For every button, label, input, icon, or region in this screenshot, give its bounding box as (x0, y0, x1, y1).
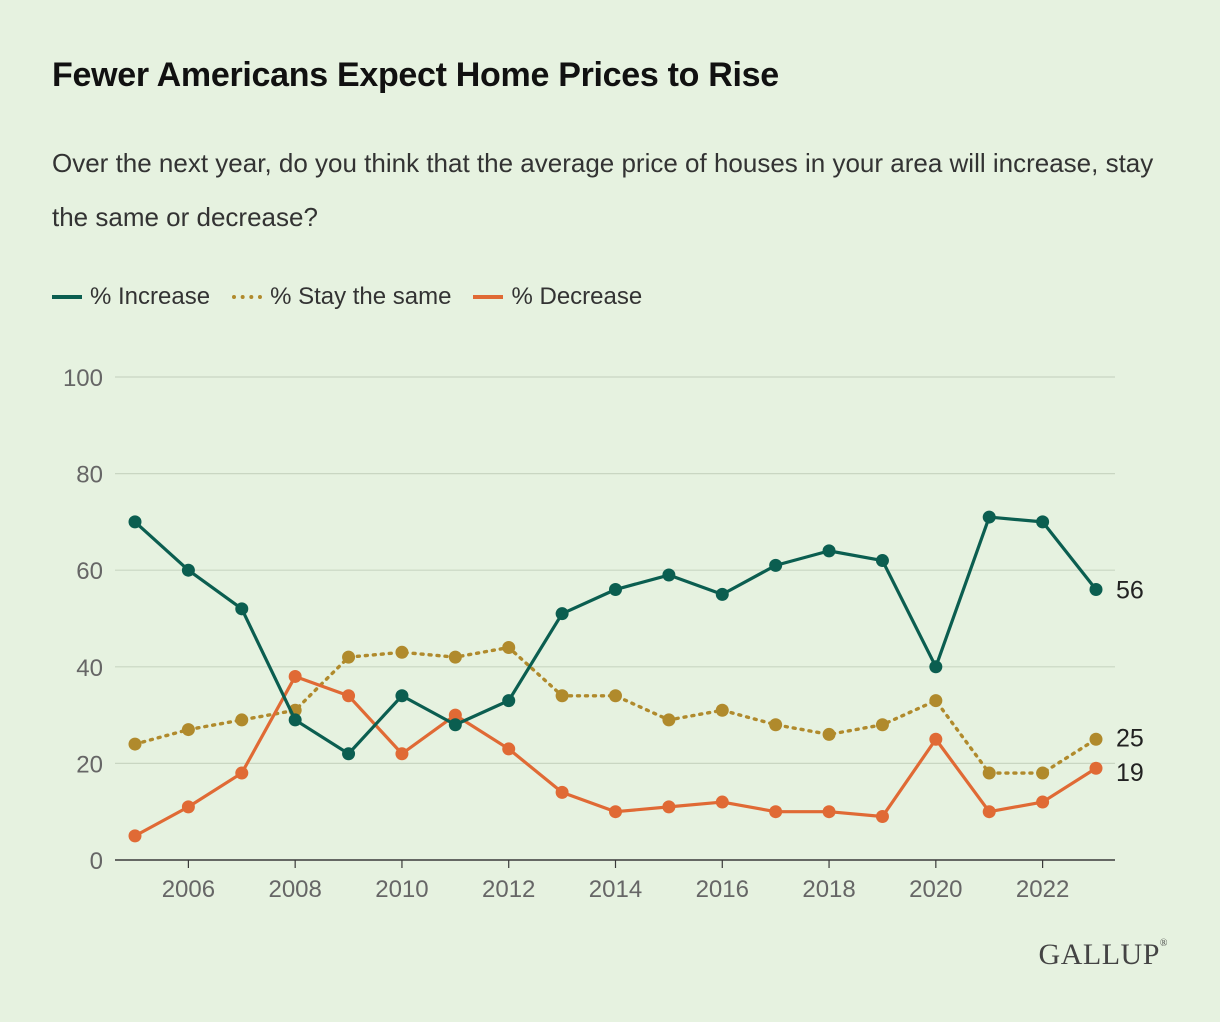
data-point-increase (982, 510, 996, 524)
x-tick-label: 2014 (589, 876, 642, 903)
legend-swatch-decrease (473, 295, 504, 299)
data-point-decrease (342, 689, 356, 703)
y-tick-label: 80 (76, 462, 103, 489)
data-point-stay-same (181, 723, 195, 737)
x-tick-label: 2020 (909, 876, 962, 903)
data-point-increase (929, 660, 943, 674)
data-point-decrease (822, 805, 836, 819)
data-point-increase (875, 554, 889, 568)
chart-title: Fewer Americans Expect Home Prices to Ri… (52, 56, 779, 94)
data-point-stay-same (1036, 766, 1050, 780)
data-point-stay-same (128, 737, 142, 751)
data-point-increase (342, 747, 356, 761)
data-point-decrease (395, 747, 409, 761)
data-point-increase (288, 713, 302, 727)
data-point-decrease (1036, 795, 1050, 809)
legend-swatch-stay-same (232, 295, 263, 299)
y-tick-label: 0 (90, 848, 103, 875)
x-tick-label: 2012 (482, 876, 535, 903)
y-tick-label: 60 (76, 558, 103, 585)
x-tick-label: 2006 (162, 876, 215, 903)
legend-swatch-increase (52, 295, 82, 299)
x-tick-label: 2016 (696, 876, 749, 903)
data-point-decrease (662, 800, 676, 814)
data-point-increase (609, 583, 622, 597)
data-point-stay-same (769, 718, 783, 732)
data-point-decrease (235, 766, 249, 780)
data-point-increase (715, 587, 729, 601)
legend-label-stay-same: % Stay the same (270, 283, 452, 310)
x-tick-label: 2008 (268, 876, 321, 903)
legend-label-decrease: % Decrease (511, 283, 643, 310)
data-point-stay-same (982, 766, 996, 780)
data-point-stay-same (502, 640, 516, 654)
data-point-increase (448, 718, 462, 732)
legend-label-increase: % Increase (90, 283, 211, 310)
data-point-increase (235, 602, 249, 616)
data-point-increase (502, 694, 516, 708)
data-point-decrease (929, 732, 943, 746)
legend-item-increase: % Increase (52, 283, 210, 311)
data-point-stay-same (875, 718, 889, 732)
data-point-stay-same (609, 689, 622, 703)
data-point-increase (555, 607, 569, 621)
data-point-decrease (448, 708, 462, 722)
data-point-increase (662, 568, 676, 582)
data-point-decrease (715, 795, 729, 809)
data-point-stay-same (448, 650, 462, 664)
data-point-decrease (128, 829, 142, 843)
y-tick-label: 100 (63, 365, 103, 392)
data-point-stay-same (662, 713, 676, 727)
data-point-stay-same (715, 703, 729, 717)
chart-subtitle: Over the next year, do you think that th… (52, 148, 1154, 232)
data-point-stay-same (822, 727, 836, 741)
end-label-stay-same: 25 (1116, 724, 1144, 752)
data-point-decrease (288, 669, 302, 683)
data-point-increase (1036, 515, 1050, 529)
data-point-decrease (875, 810, 889, 824)
data-point-decrease (982, 805, 996, 819)
data-point-increase (395, 689, 409, 703)
legend-item-stay-same: % Stay the same (232, 283, 451, 311)
data-point-decrease (1089, 761, 1103, 775)
data-point-increase (181, 563, 195, 577)
x-tick-label: 2018 (802, 876, 855, 903)
data-point-decrease (181, 800, 195, 814)
data-point-decrease (769, 805, 783, 819)
data-point-decrease (555, 785, 569, 799)
legend-item-decrease: % Decrease (473, 283, 642, 311)
y-tick-label: 40 (76, 655, 103, 682)
series-line-increase (133, 515, 1098, 756)
x-tick-label: 2010 (375, 876, 428, 903)
data-point-increase (822, 544, 836, 558)
gallup-logo: GALLUP® (1038, 938, 1168, 971)
data-point-increase (769, 558, 783, 572)
data-point-stay-same (395, 645, 409, 659)
data-point-decrease (502, 742, 516, 756)
end-label-increase: 56 (1116, 577, 1144, 605)
y-tick-label: 20 (76, 751, 103, 778)
data-point-stay-same (235, 713, 249, 727)
end-label-decrease: 19 (1116, 759, 1144, 787)
x-tick-label: 2022 (1016, 876, 1069, 903)
data-point-increase (128, 515, 142, 529)
legend: % Increase % Stay the same % Decrease (52, 282, 664, 312)
data-point-decrease (609, 805, 622, 819)
data-point-stay-same (929, 694, 943, 708)
data-point-stay-same (1089, 732, 1103, 746)
data-point-stay-same (342, 650, 356, 664)
data-point-stay-same (555, 689, 569, 703)
data-point-increase (1089, 583, 1103, 597)
